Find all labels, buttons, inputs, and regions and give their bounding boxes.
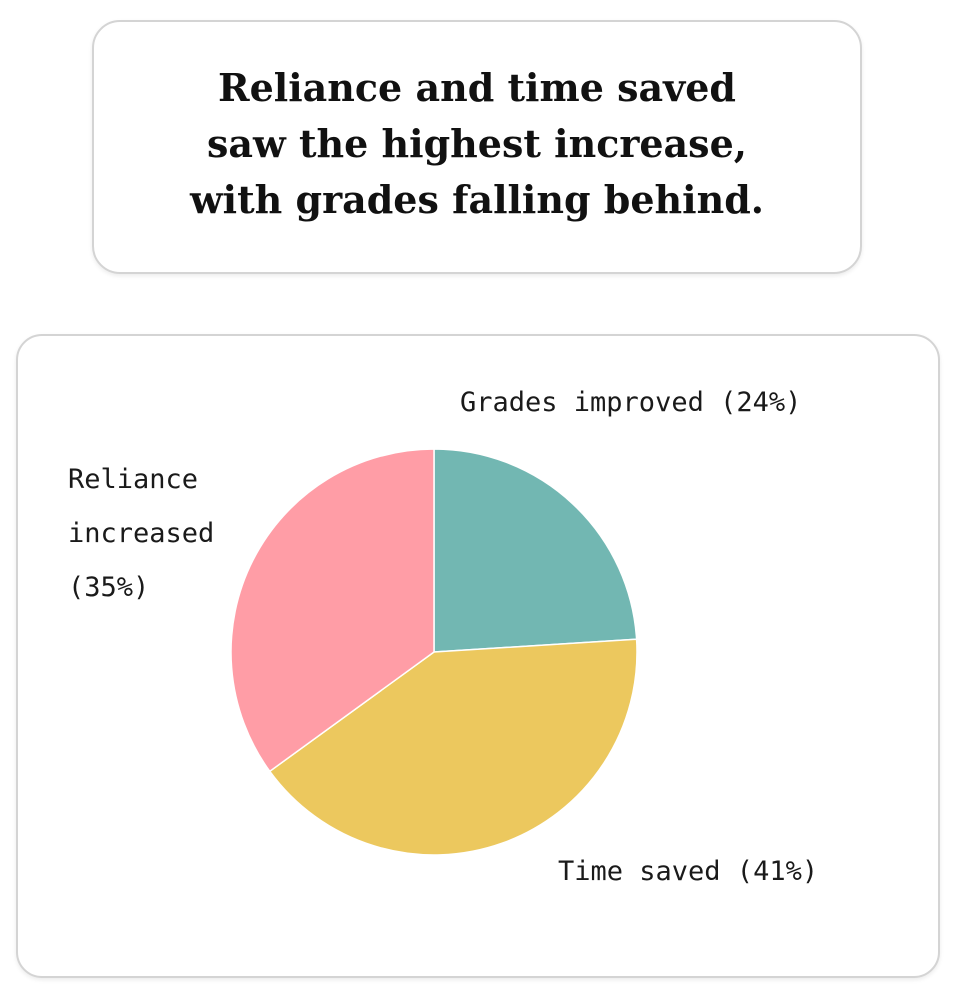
pie-slices bbox=[230, 448, 638, 856]
label-reliance-line-2: increased bbox=[68, 518, 214, 549]
pie-chart: Grades improved (24%) Reliance increased… bbox=[68, 387, 818, 887]
title-line-3: with grades falling behind. bbox=[189, 177, 765, 222]
title-card: Reliance and time saved saw the highest … bbox=[92, 20, 862, 274]
title-line-1: Reliance and time saved bbox=[218, 65, 736, 110]
chart-title: Reliance and time saved saw the highest … bbox=[190, 60, 764, 234]
label-time-saved: Time saved (41%) bbox=[558, 856, 818, 887]
pie-slice-reliance-increased bbox=[230, 448, 435, 773]
label-reliance-line-3: (35%) bbox=[68, 572, 149, 603]
pie-slice-grades-improved bbox=[433, 448, 638, 653]
title-line-2: saw the highest increase, bbox=[207, 121, 747, 166]
pie-slice-time-saved bbox=[268, 638, 638, 856]
chart-card: Grades improved (24%) Reliance increased… bbox=[16, 334, 940, 978]
label-reliance-line-1: Reliance bbox=[68, 464, 198, 495]
label-grades-improved: Grades improved (24%) bbox=[460, 387, 801, 418]
